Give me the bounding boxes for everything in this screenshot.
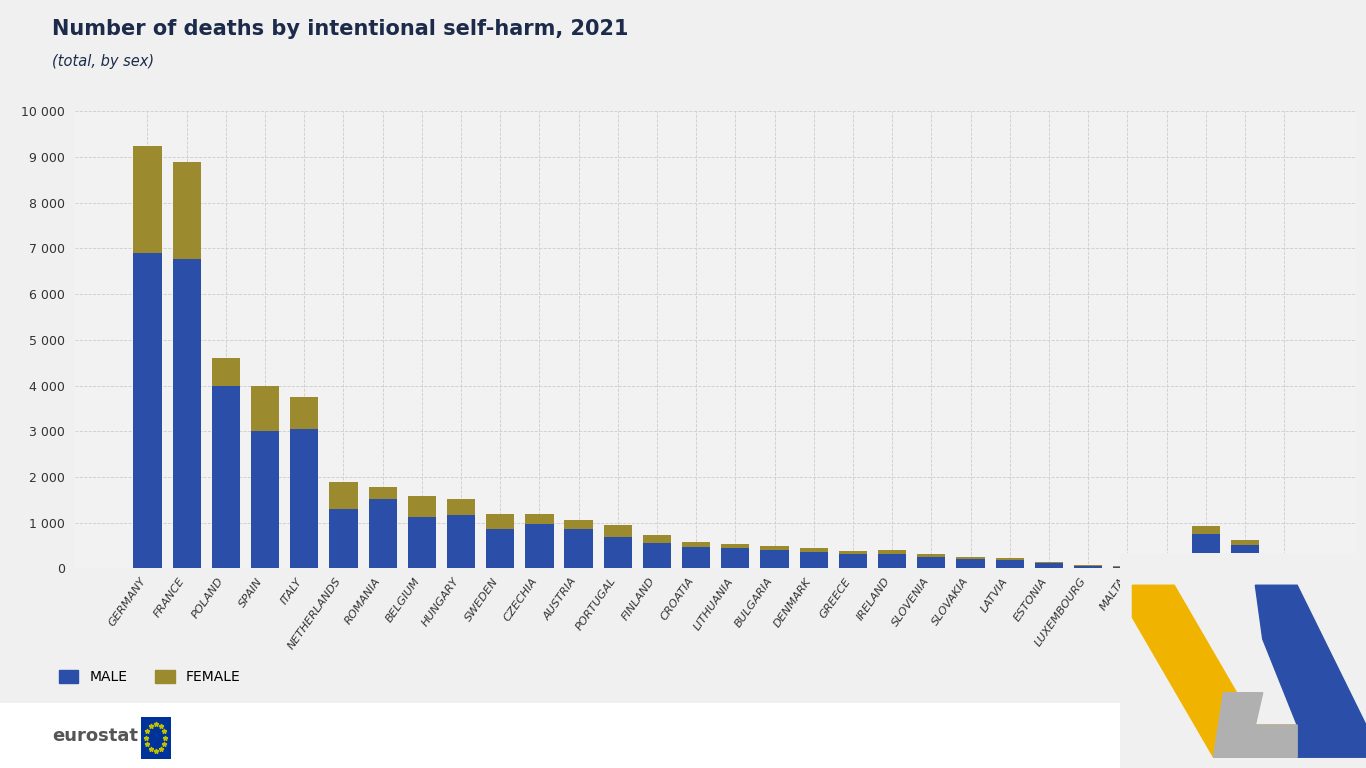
Bar (878, 554, 906, 568)
Bar (212, 358, 240, 386)
Bar (682, 542, 710, 547)
Bar (1191, 526, 1220, 534)
Bar (407, 517, 436, 568)
Text: Number of deaths by intentional self-harm, 2021: Number of deaths by intentional self-har… (52, 19, 628, 39)
Polygon shape (1255, 585, 1366, 757)
Bar (251, 432, 279, 568)
Bar (917, 554, 945, 557)
Bar (369, 486, 396, 499)
Bar (721, 544, 750, 548)
Bar (643, 535, 671, 544)
Bar (839, 551, 867, 554)
Bar (1231, 541, 1259, 545)
Bar (1270, 567, 1298, 568)
Bar (1035, 561, 1063, 563)
Bar (1074, 564, 1102, 565)
Bar (604, 525, 632, 538)
Bar (564, 520, 593, 528)
Bar (1074, 565, 1102, 568)
Legend: MALE, FEMALE: MALE, FEMALE (59, 670, 240, 684)
Bar (447, 515, 475, 568)
Bar (564, 528, 593, 568)
Polygon shape (1132, 585, 1298, 757)
Bar (526, 515, 553, 524)
Bar (290, 396, 318, 429)
Bar (799, 552, 828, 568)
Bar (329, 509, 358, 568)
Bar (956, 557, 985, 559)
Bar (329, 482, 358, 509)
Bar (290, 429, 318, 568)
Bar (682, 547, 710, 568)
Bar (369, 499, 396, 568)
Bar (447, 499, 475, 515)
Text: eurostat: eurostat (52, 727, 138, 745)
Bar (721, 548, 750, 568)
Bar (643, 544, 671, 568)
Bar (134, 146, 161, 253)
Bar (761, 546, 788, 551)
Polygon shape (1213, 693, 1298, 757)
Bar (172, 259, 201, 568)
Bar (251, 386, 279, 432)
Bar (212, 386, 240, 568)
Bar (486, 515, 515, 528)
Bar (917, 557, 945, 568)
Text: (total, by sex): (total, by sex) (52, 54, 154, 69)
Bar (604, 538, 632, 568)
Bar (956, 559, 985, 568)
Bar (1191, 534, 1220, 568)
Bar (1113, 567, 1142, 568)
Bar (134, 253, 161, 568)
Bar (996, 560, 1024, 568)
Bar (799, 548, 828, 552)
Bar (407, 496, 436, 517)
Bar (839, 554, 867, 568)
Bar (996, 558, 1024, 560)
Bar (1231, 545, 1259, 568)
Bar (526, 524, 553, 568)
Bar (878, 550, 906, 554)
Bar (761, 551, 788, 568)
Bar (172, 161, 201, 259)
Bar (1035, 563, 1063, 568)
Bar (486, 528, 515, 568)
